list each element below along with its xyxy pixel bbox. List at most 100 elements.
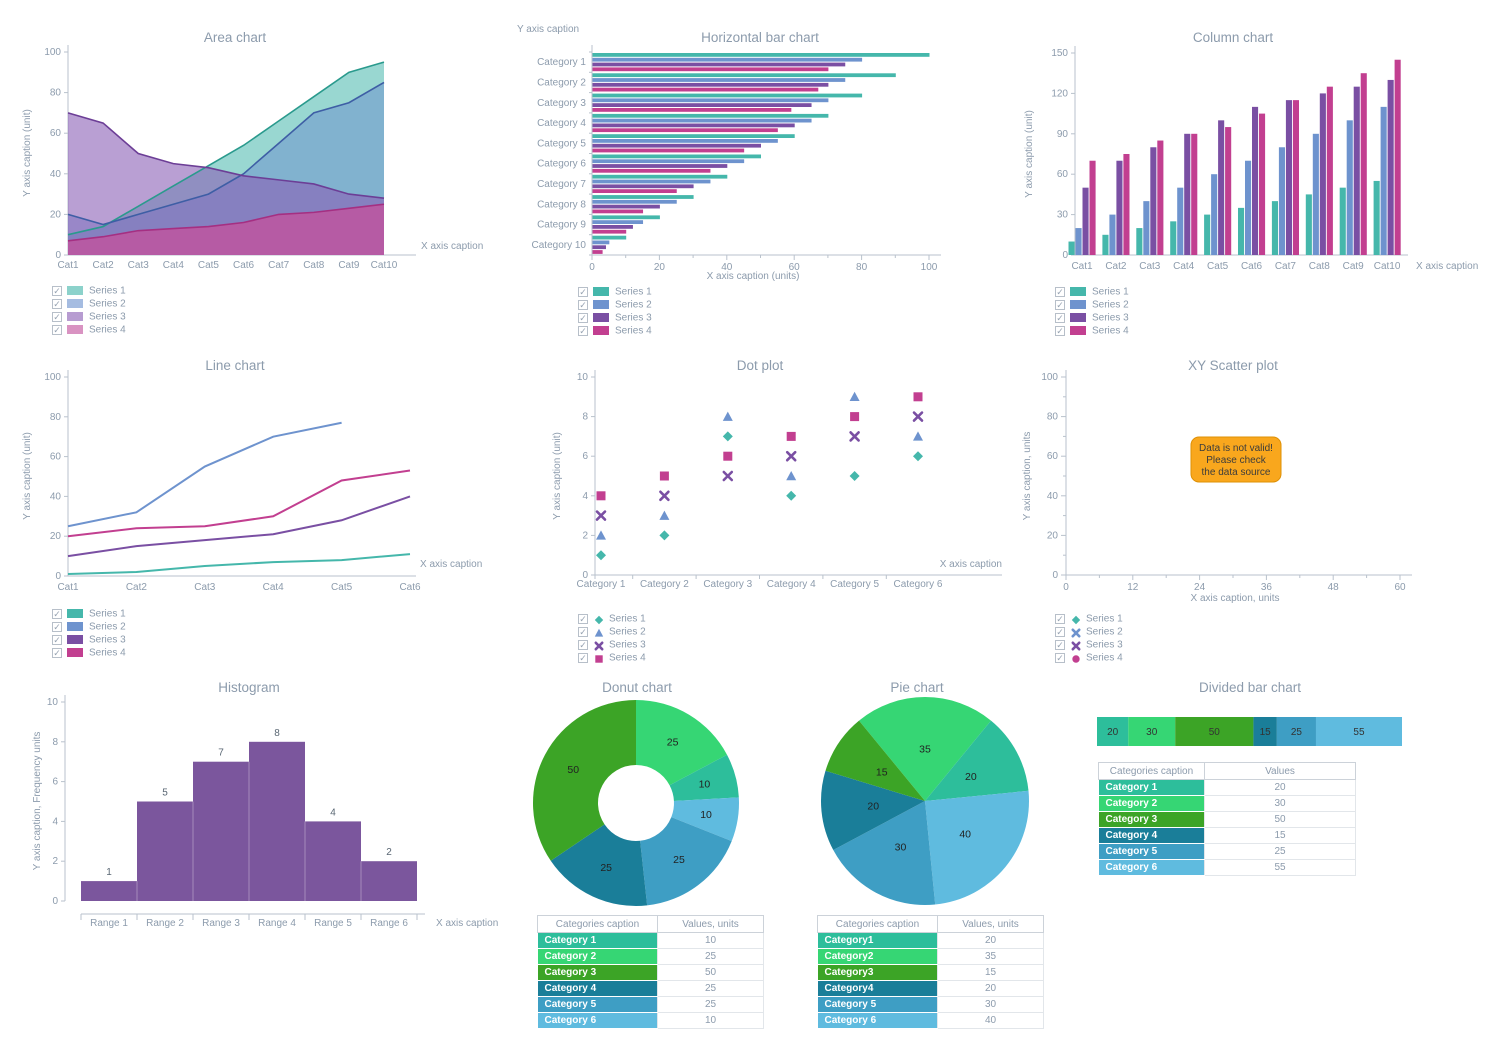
- legend-checkbox-checked[interactable]: ✓: [52, 647, 62, 658]
- bar: [592, 62, 846, 67]
- bar: [592, 209, 644, 214]
- table-row: Category4 20: [817, 980, 1044, 997]
- slice-category3: [825, 720, 925, 801]
- donut-chart: Donut chart 25 10 10 25 25 50 Categories capti…: [520, 670, 782, 1042]
- axis-tick-label: 8: [582, 412, 588, 423]
- bar: [592, 184, 694, 189]
- legend-checkbox-checked[interactable]: ✓: [52, 298, 62, 309]
- column-bar: [1136, 228, 1143, 255]
- value-cell: 10: [657, 932, 764, 949]
- x-marker-icon: [594, 641, 604, 651]
- series-label: Series 3: [615, 312, 652, 324]
- value-cell: 35: [937, 948, 1044, 965]
- x-marker-icon: [1070, 626, 1082, 638]
- column-bar: [1109, 214, 1116, 255]
- column-bar: [1177, 187, 1184, 255]
- diamond-marker-icon: [594, 615, 604, 624]
- bar: [592, 189, 677, 193]
- column-bar: [1102, 234, 1109, 255]
- legend-checkbox-checked[interactable]: ✓: [1055, 652, 1065, 663]
- invalid-data-warning-box: [1190, 436, 1282, 483]
- column-bar: [1373, 180, 1380, 255]
- legend-checkbox-checked[interactable]: ✓: [1055, 299, 1065, 310]
- xy-scatter-plot: XY Scatter plot 0 20 40 60 80 100 0 12 24 36 48 60 D…: [1020, 348, 1485, 670]
- legend-checkbox-checked[interactable]: ✓: [52, 621, 62, 632]
- category-label-cell: Category 1: [537, 932, 658, 949]
- legend-checkbox-checked[interactable]: ✓: [578, 286, 588, 297]
- legend-item: ✓ Series 4: [578, 651, 646, 664]
- segment-value-label: 55: [1353, 727, 1365, 738]
- axis-tick-label: 80: [1047, 412, 1059, 423]
- diamond-marker-icon: [722, 431, 733, 442]
- legend-checkbox-checked[interactable]: ✓: [578, 652, 588, 663]
- legend-checkbox-checked[interactable]: ✓: [52, 285, 62, 296]
- diamond-marker-icon: [593, 613, 605, 625]
- slice-value-label: 35: [919, 744, 931, 756]
- bar: [592, 93, 863, 98]
- legend-item: ✓ Series 3: [1055, 311, 1129, 324]
- segment-value-label: 20: [1107, 727, 1119, 738]
- bar-segment-category-2: [1128, 717, 1176, 746]
- bar: [592, 168, 711, 173]
- axis-tick-label: Cat8: [303, 260, 325, 271]
- bar: [592, 98, 829, 103]
- column-bar: [1353, 86, 1360, 256]
- column-plot-canvas: 0 30 60 90 120 150 Cat1 Cat2 Cat3 Cat4 Cat5 Cat6 Cat…: [1024, 46, 1478, 272]
- axis-tick-label: 0: [1062, 250, 1068, 261]
- legend-checkbox-checked[interactable]: ✓: [1055, 639, 1065, 650]
- value-cell: 10: [657, 1012, 764, 1029]
- legend-checkbox-checked[interactable]: ✓: [578, 299, 588, 310]
- axis-tick-label: Category 5: [537, 138, 586, 149]
- axis-tick-label: Cat5: [331, 582, 353, 593]
- axis-tick-label: 0: [52, 896, 58, 907]
- axis-tick-label: Category 2: [640, 579, 689, 590]
- slice-category1: [925, 720, 1029, 801]
- legend-checkbox-checked[interactable]: ✓: [1055, 312, 1065, 323]
- legend-checkbox-checked[interactable]: ✓: [578, 325, 588, 336]
- triangle-marker-icon: [849, 391, 860, 402]
- x-axis-caption: X axis caption: [940, 559, 1002, 570]
- column-bar: [1387, 79, 1394, 255]
- legend-checkbox-checked[interactable]: ✓: [578, 626, 588, 637]
- legend-checkbox-checked[interactable]: ✓: [578, 639, 588, 650]
- bar: [592, 87, 819, 92]
- slice-value-label: 10: [700, 809, 712, 821]
- legend-checkbox-checked[interactable]: ✓: [52, 311, 62, 322]
- circle-marker-icon: [1072, 655, 1080, 663]
- legend-checkbox-checked[interactable]: ✓: [1055, 325, 1065, 336]
- axis-tick-label: Range 1: [90, 918, 128, 929]
- category-label-cell: Category1: [817, 932, 938, 949]
- x-axis-caption: X axis caption: [420, 559, 482, 570]
- bar: [592, 53, 930, 57]
- bar: [592, 139, 778, 143]
- legend-checkbox-checked[interactable]: ✓: [578, 613, 588, 624]
- legend-checkbox-checked[interactable]: ✓: [52, 608, 62, 619]
- dot-plot-canvas: 0 2 4 6 8 10 Category 1 Category 2 Category 3 Cat…: [552, 370, 1002, 590]
- legend-checkbox-checked[interactable]: ✓: [52, 634, 62, 645]
- slice-value-label: 50: [567, 764, 579, 776]
- circle-marker-icon: [1070, 652, 1082, 664]
- category-label-cell: Category 4: [537, 980, 658, 997]
- line-series: [67, 469, 411, 538]
- axis-tick-label: Cat1: [57, 260, 79, 271]
- legend-checkbox-checked[interactable]: ✓: [1055, 286, 1065, 297]
- table-row: Category 3 50: [537, 964, 764, 981]
- square-marker-icon: [786, 431, 796, 441]
- table-row: Category 4 15: [1098, 827, 1356, 844]
- bar-segment-category-3: [1175, 717, 1254, 746]
- column-legend: ✓ Series 1 ✓ Series 2 ✓ Series 3 ✓ Series 4: [1055, 285, 1129, 337]
- bar-value-label: 8: [274, 728, 280, 739]
- area-plot-canvas: 0 20 40 60 80 100 Cat1 Cat2 Cat3 Cat4 Cat5 Cat6 Cat7…: [22, 45, 483, 271]
- series-label: Series 3: [89, 311, 126, 323]
- legend-checkbox-checked[interactable]: ✓: [52, 324, 62, 335]
- column-bar: [1238, 207, 1245, 255]
- column-bar: [1326, 86, 1333, 256]
- series-label: Series 3: [609, 639, 646, 651]
- legend-checkbox-checked[interactable]: ✓: [1055, 613, 1065, 624]
- horizontal-bar-chart-title: Horizontal bar chart: [701, 30, 819, 45]
- slice-category-4: [550, 824, 648, 906]
- legend-checkbox-checked[interactable]: ✓: [578, 312, 588, 323]
- category-label-cell: Category4: [817, 980, 938, 997]
- legend-checkbox-checked[interactable]: ✓: [1055, 626, 1065, 637]
